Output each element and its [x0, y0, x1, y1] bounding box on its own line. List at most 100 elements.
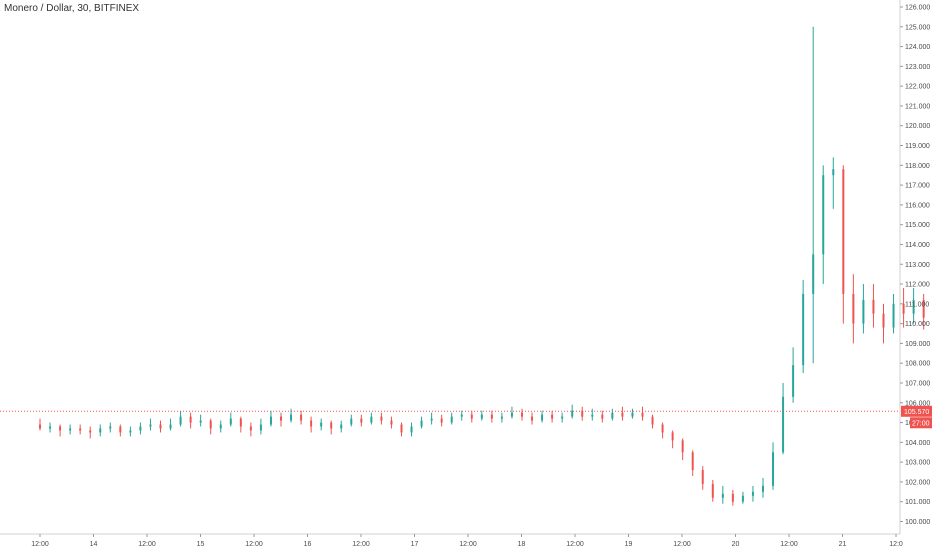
countdown-badge [910, 417, 932, 429]
candle-body [189, 416, 192, 423]
candle-body [310, 420, 313, 427]
candle-body [89, 430, 92, 433]
y-tick-label: 100.000 [905, 519, 930, 526]
y-tick-label: 111.000 [905, 301, 929, 308]
candle-body [641, 412, 644, 417]
candle-body [802, 293, 805, 366]
candle-body [782, 396, 785, 453]
candle-body [541, 414, 544, 421]
candle-body [551, 414, 554, 419]
candle-body [129, 430, 132, 433]
candle-body [219, 424, 222, 429]
candle-body [741, 495, 744, 502]
candle-body [892, 303, 895, 328]
y-tick-label: 122.000 [905, 84, 930, 91]
candle-body [581, 410, 584, 417]
candle-body [269, 416, 272, 425]
x-tick-label: 12:0 [889, 541, 903, 548]
candle-body [69, 428, 72, 431]
x-tick-label: 21 [839, 541, 847, 548]
y-tick-label: 119.000 [905, 143, 930, 150]
candle-body [420, 420, 423, 427]
last-price-badge [901, 405, 932, 417]
candle-body [731, 493, 734, 502]
candle-body [249, 426, 252, 431]
candle-body [159, 424, 162, 429]
x-tick-label: 12:00 [459, 541, 477, 548]
y-tick-label: 120.000 [905, 123, 930, 130]
candle-body [571, 410, 574, 417]
candle-body [691, 452, 694, 471]
x-tick-label: 19 [625, 541, 633, 548]
x-tick-label: 12:00 [31, 541, 49, 548]
candle-body [721, 493, 724, 498]
candle-body [350, 418, 353, 425]
candle-body [410, 426, 413, 433]
candle-body [470, 414, 473, 419]
candle-body [139, 426, 142, 431]
y-tick-label: 102.000 [905, 479, 930, 486]
y-tick-label: 123.000 [905, 64, 930, 71]
y-tick-label: 107.000 [905, 380, 930, 387]
x-tick-label: 12:00 [138, 541, 156, 548]
y-tick-label: 103.000 [905, 460, 930, 467]
candle-body [400, 424, 403, 433]
candle-body [701, 470, 704, 484]
candle-body [149, 424, 152, 427]
candle-body [601, 414, 604, 419]
y-tick-label: 106.000 [905, 400, 930, 407]
candle-body [922, 299, 925, 318]
candle-body [480, 414, 483, 419]
candle-body [79, 428, 82, 431]
candle-body [711, 483, 714, 498]
candle-body [822, 175, 825, 255]
y-tick-label: 113.000 [905, 262, 930, 269]
x-tick-label: 12:00 [780, 541, 798, 548]
candle-body [520, 412, 523, 417]
y-tick-label: 118.000 [905, 163, 930, 170]
y-tick-label: 121.000 [905, 103, 930, 110]
candle-body [59, 426, 62, 431]
candle-body [179, 416, 182, 425]
y-tick-label: 126.000 [905, 5, 930, 12]
x-tick-label: 12:00 [245, 541, 263, 548]
candle-body [561, 416, 564, 419]
x-tick-label: 20 [732, 541, 740, 548]
candle-body [209, 420, 212, 429]
y-tick-label: 112.000 [905, 282, 930, 289]
candle-body [751, 491, 754, 496]
candle-body [109, 426, 112, 429]
candle-body [591, 414, 594, 417]
y-tick-label: 108.000 [905, 361, 930, 368]
y-tick-label: 116.000 [905, 202, 930, 209]
candles-layer [39, 26, 925, 506]
candle-body [651, 416, 654, 425]
candle-body [671, 432, 674, 441]
candle-body [390, 420, 393, 425]
candle-body [862, 299, 865, 324]
candle-body [772, 452, 775, 486]
x-tick-label: 14 [90, 541, 98, 548]
candle-body [279, 416, 282, 421]
candle-body [631, 412, 634, 417]
candle-body [320, 422, 323, 427]
y-tick-label: 109.000 [905, 341, 930, 348]
candle-body [832, 169, 835, 176]
x-tick-label: 17 [411, 541, 419, 548]
candle-body [681, 440, 684, 453]
x-tick-label: 12:00 [352, 541, 370, 548]
candle-body [330, 422, 333, 429]
candle-body [440, 418, 443, 423]
candle-body [621, 412, 624, 417]
candle-body [450, 416, 453, 423]
y-tick-label: 124.000 [905, 44, 930, 51]
candle-body [259, 424, 262, 431]
y-tick-label: 125.000 [905, 24, 930, 31]
candle-body [380, 416, 383, 421]
candle-body [460, 414, 463, 417]
candle-body [169, 424, 172, 429]
candle-body [902, 303, 905, 314]
x-tick-label: 15 [197, 541, 205, 548]
candle-body [360, 418, 363, 423]
